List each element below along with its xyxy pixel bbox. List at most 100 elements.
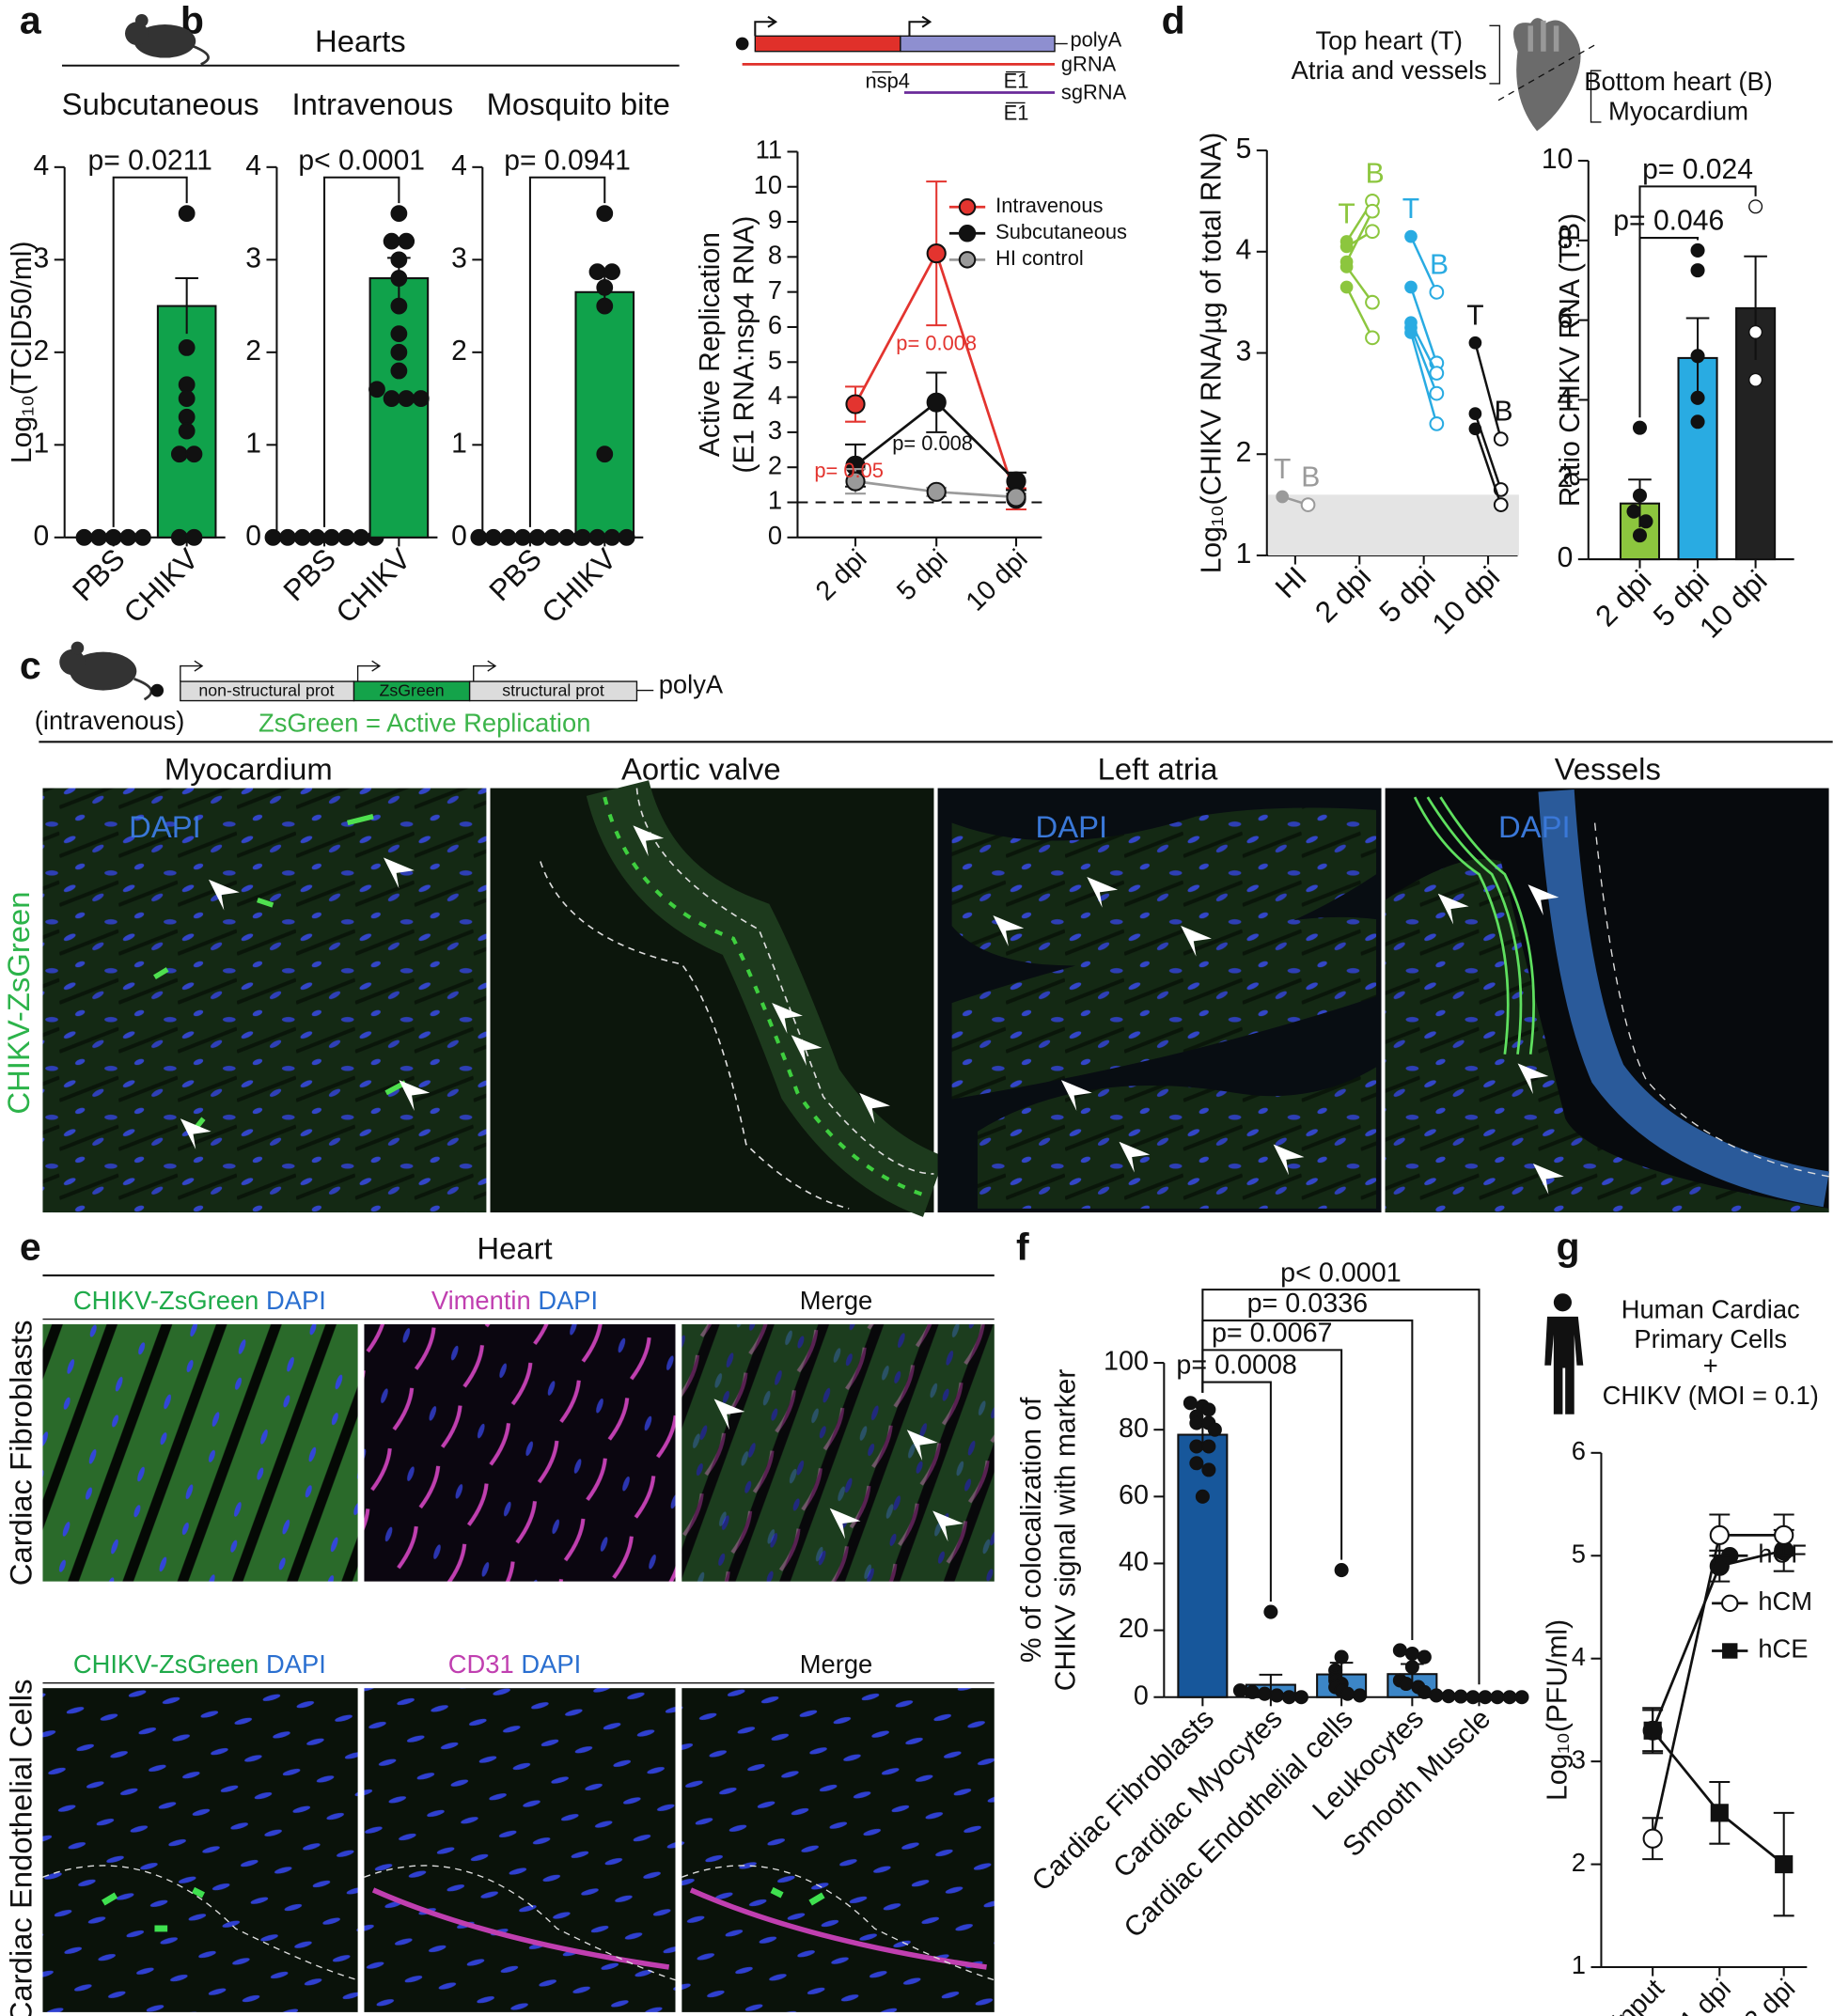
data-point	[352, 528, 369, 546]
panel-letter: a	[20, 0, 42, 41]
column-header: Merge	[800, 1649, 873, 1679]
pair-line	[1409, 327, 1438, 395]
data-point	[1334, 1563, 1349, 1578]
p-value: p= 0.0336	[1247, 1289, 1369, 1319]
stain-label: DAPI	[129, 809, 201, 844]
stain-label: DAPI	[266, 1649, 326, 1679]
p-value: p= 0.046	[1613, 206, 1724, 237]
stain-label: CHIKV-ZsGreen	[73, 1286, 259, 1315]
marker	[1642, 1828, 1663, 1849]
row-label: Cardiac Endothelial Cells	[4, 1680, 39, 2016]
data-point	[412, 390, 430, 407]
data-point	[1465, 1690, 1480, 1705]
data-point	[499, 528, 517, 546]
row-label: CHIKV-ZsGreen	[1, 891, 36, 1114]
y-tick-label: 4	[1572, 1642, 1586, 1671]
panel-header: Heart	[477, 1231, 552, 1266]
marker	[926, 481, 947, 502]
segment-label: structural prot	[502, 681, 604, 700]
data-point	[1690, 263, 1705, 278]
data-point	[1690, 414, 1705, 430]
marker	[1468, 407, 1482, 420]
y-tick-label: 2	[1558, 462, 1574, 493]
data-point	[75, 528, 93, 546]
x-tick-label: input	[1607, 1974, 1670, 2016]
y-tick-label: 6	[1572, 1436, 1586, 1465]
data-point	[1638, 514, 1653, 529]
data-point	[1293, 1690, 1308, 1705]
y-tick-label: 1	[768, 486, 782, 515]
p-value: p< 0.0001	[1280, 1258, 1402, 1288]
p-value: p= 0.0211	[87, 145, 212, 176]
p-value: p< 0.0001	[298, 145, 425, 176]
data-point	[1281, 1690, 1296, 1705]
data-point	[104, 528, 122, 546]
data-point	[1441, 1689, 1456, 1704]
data-point	[596, 297, 614, 315]
x-tick-label: CHIKV	[118, 542, 205, 630]
data-point	[1189, 1439, 1204, 1454]
y-tick-label: 3	[451, 242, 467, 273]
y-tick-label: 6	[1558, 304, 1574, 335]
panel-letter: c	[20, 644, 41, 687]
x-tick-label: CHIKV	[536, 542, 623, 630]
error-bar	[1744, 255, 1767, 361]
column-title: Left atria	[1098, 751, 1218, 786]
x-tick-label: 2 dpi	[810, 544, 873, 607]
legend-label: Intravenous	[995, 194, 1103, 217]
data-point	[1626, 504, 1641, 519]
chart-title: Mosquito bite	[487, 86, 670, 121]
column-header: CHIKV-ZsGreen DAPI	[73, 1286, 326, 1315]
pair-label: B	[1430, 249, 1449, 280]
y-tick-label: 10	[1542, 144, 1573, 175]
data-point	[185, 528, 203, 546]
marker	[926, 392, 947, 413]
pair-label: B	[1366, 159, 1385, 190]
y-tick-label: 4	[245, 150, 261, 181]
diagram-label: gRNA	[1061, 53, 1117, 76]
marker	[1429, 285, 1445, 300]
data-point	[178, 205, 196, 222]
p-value: p= 0.024	[1642, 154, 1753, 185]
y-tick-label: 0	[1134, 1680, 1149, 1711]
micrograph	[42, 1324, 995, 2012]
data-point	[528, 528, 546, 546]
data-point	[390, 205, 408, 222]
data-point	[178, 408, 196, 426]
marker	[1404, 229, 1418, 243]
column-title: Myocardium	[164, 751, 333, 786]
y-tick-label: 1	[1236, 539, 1252, 570]
segment-label: non-structural prot	[198, 681, 334, 700]
y-tick-label: 2	[768, 450, 782, 479]
data-point	[170, 528, 188, 546]
data-point	[1429, 1688, 1444, 1703]
marker	[845, 471, 866, 492]
y-tick-label: 4	[34, 150, 50, 181]
data-point	[133, 528, 151, 546]
panel-letter: f	[1016, 1226, 1029, 1269]
pair-label: T	[1338, 199, 1355, 230]
panel-header: Hearts	[315, 23, 406, 58]
significance-bracket	[528, 176, 606, 527]
y-axis-label: Log₁₀(CHIKV RNA/µg of total RNA)	[1196, 133, 1227, 574]
marker	[1300, 497, 1316, 512]
legend-marker	[1722, 1643, 1738, 1659]
y-tick-label: 1	[1572, 1950, 1586, 1979]
marker	[1340, 280, 1354, 294]
marker	[1774, 1524, 1794, 1545]
stain-label: DAPI	[538, 1286, 598, 1315]
pair-label: T	[1402, 194, 1419, 225]
data-point	[514, 528, 532, 546]
y-tick-label: 2	[245, 336, 261, 367]
y-axis-label: % of colocalization of	[1016, 1397, 1047, 1663]
stain-label: DAPI	[1036, 809, 1108, 844]
panel-letter: g	[1557, 1226, 1580, 1269]
y-tick-label: 3	[768, 415, 782, 445]
data-point	[1263, 1604, 1278, 1619]
column-header: Merge	[800, 1286, 873, 1315]
data-point	[603, 528, 620, 546]
x-tick-label: HI	[1269, 560, 1313, 604]
data-point	[618, 528, 635, 546]
x-tick-label: 2 dpi	[1308, 560, 1377, 629]
